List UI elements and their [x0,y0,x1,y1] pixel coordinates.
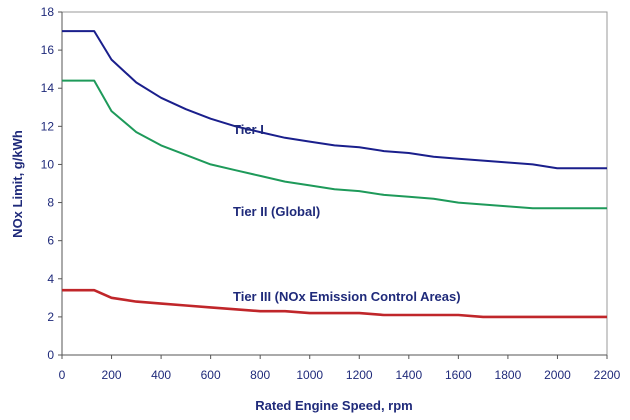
y-axis-title: NOx Limit, g/kWh [10,130,25,238]
x-tick-label: 1800 [495,368,522,382]
x-tick-label: 1200 [346,368,373,382]
y-tick-label: 14 [41,81,55,95]
series-label-tier-2: Tier II (Global) [233,204,320,219]
series-line-2 [62,79,607,210]
x-axis-title: Rated Engine Speed, rpm [255,398,412,413]
x-tick-label: 1000 [296,368,323,382]
y-tick-label: 8 [47,196,54,210]
x-tick-label: 2000 [544,368,571,382]
x-tick-label: 1400 [395,368,422,382]
x-tick-label: 400 [151,368,171,382]
y-tick-label: 2 [47,310,54,324]
series-label-tier-3: Tier III (NOx Emission Control Areas) [233,289,461,304]
x-tick-label: 0 [59,368,66,382]
y-tick-label: 18 [41,5,55,19]
x-tick-label: 2200 [594,368,621,382]
x-tick-label: 1600 [445,368,472,382]
y-tick-label: 0 [47,348,54,362]
x-tick-label: 200 [102,368,122,382]
plot-area [61,11,608,356]
y-tick-group: 0 2 4 6 8 10 12 14 16 18 [41,5,62,362]
y-tick-label: 16 [41,43,55,57]
x-tick-label: 600 [201,368,221,382]
y-tick-label: 6 [47,234,54,248]
y-tick-label: 12 [41,119,55,133]
x-tick-group: 0 200 400 600 800 1000 1200 1400 1600 1800 2000 220… [59,355,621,382]
y-tick-label: 4 [47,272,54,286]
series-line-3 [62,288,607,319]
y-tick-label: 10 [41,157,55,171]
series-line-1 [62,30,607,170]
x-tick-label: 800 [250,368,270,382]
series-label-tier-1: Tier I [233,122,264,137]
series-group [62,30,607,319]
